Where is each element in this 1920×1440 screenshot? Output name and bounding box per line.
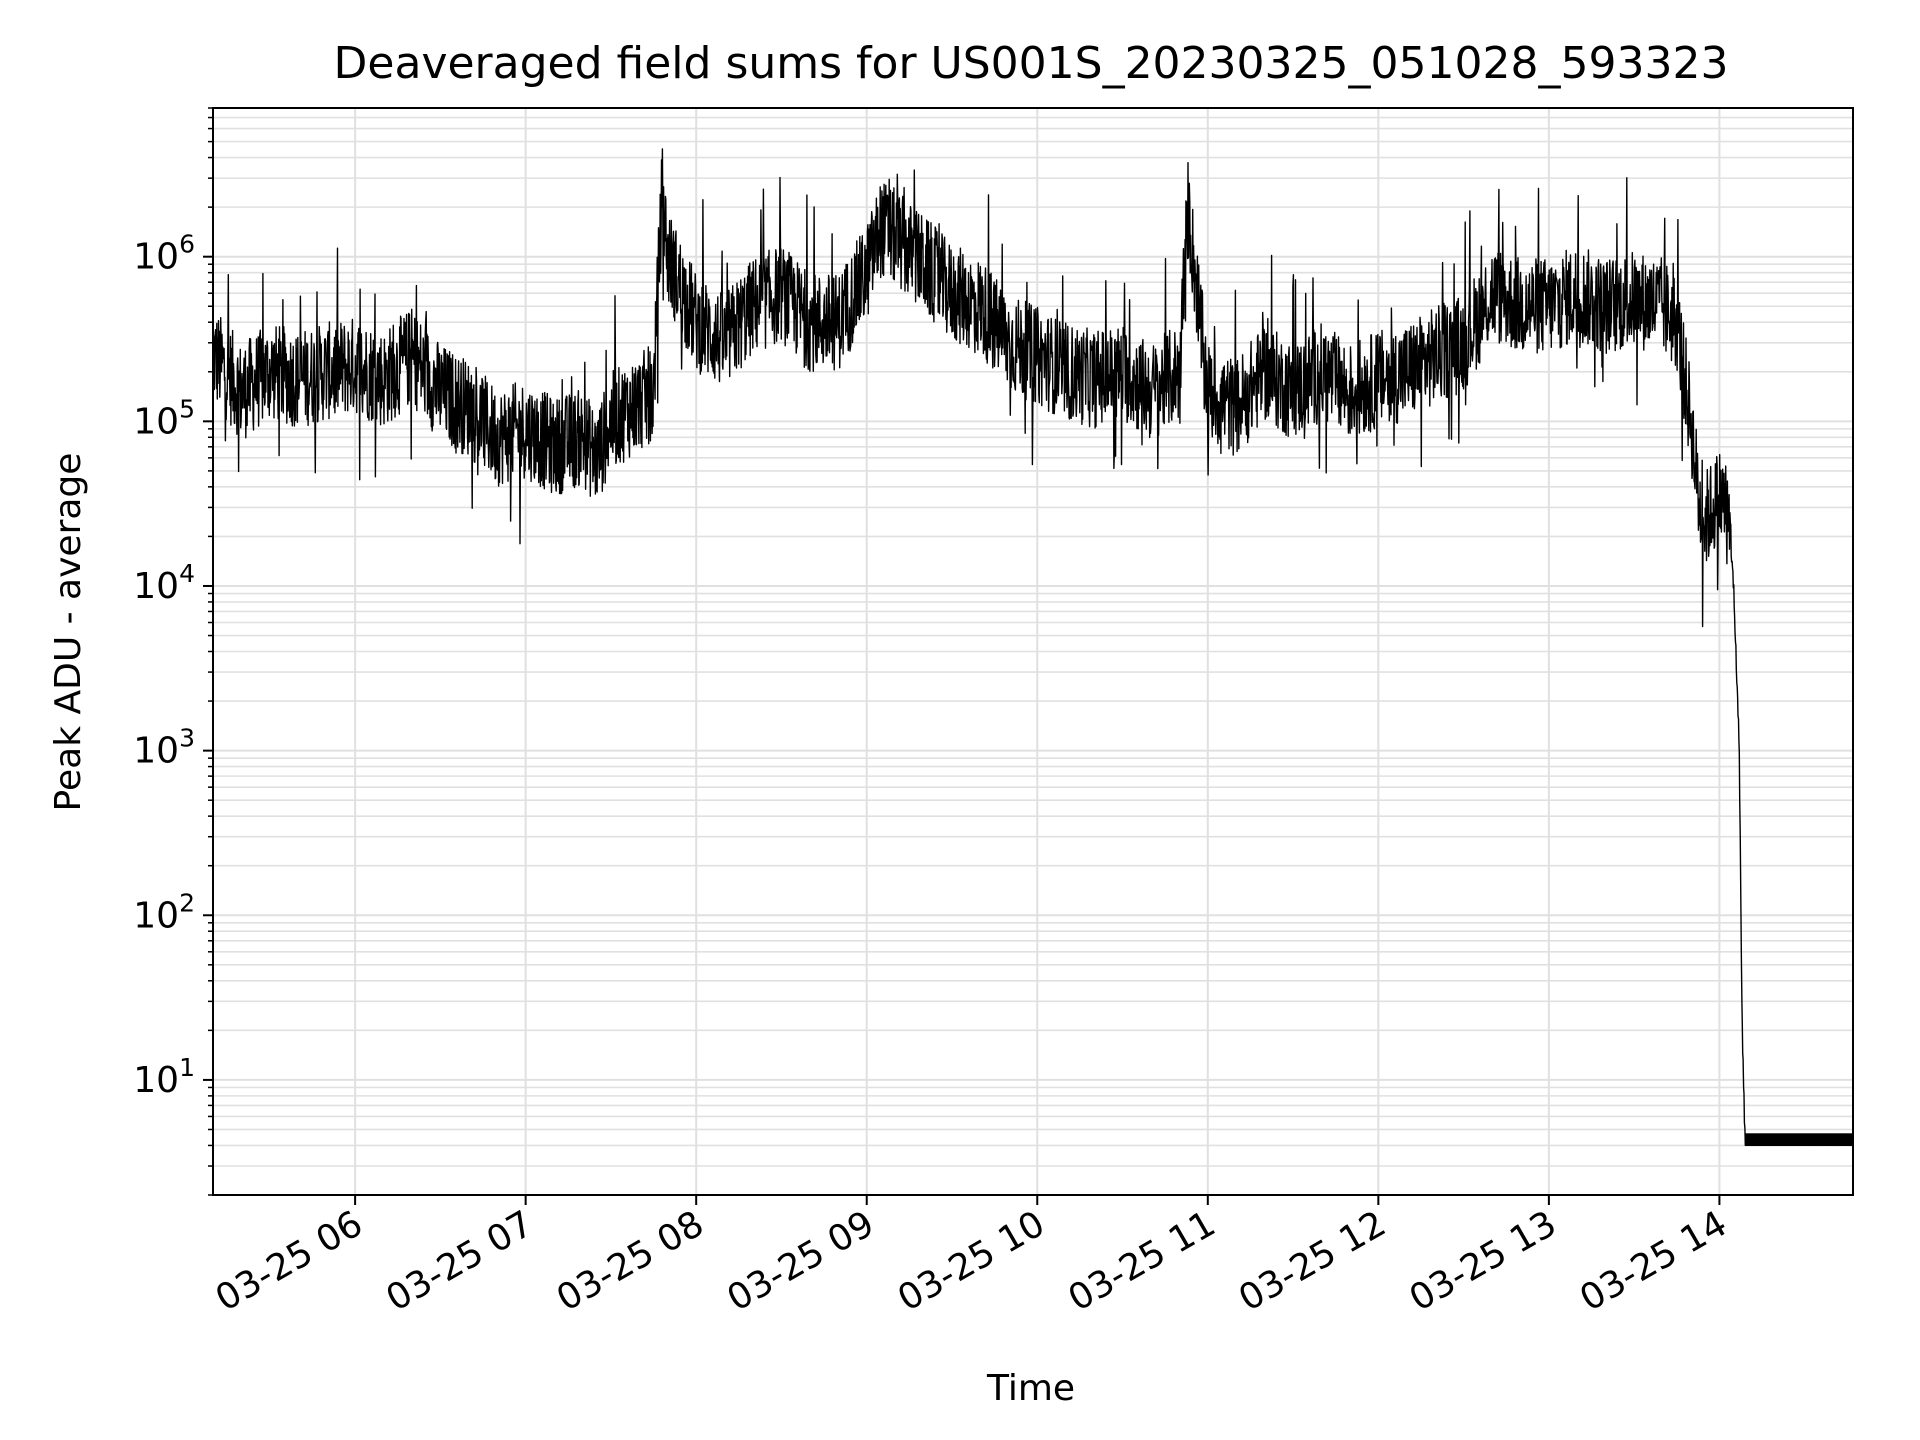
y-tick-label: 101 [133,1053,195,1101]
chart-title: Deaveraged field sums for US001S_2023032… [334,38,1729,89]
plot-frame [212,107,1854,1196]
y-tick-label-exponent: 2 [179,888,195,917]
y-tick-label-base: 10 [133,237,179,278]
y-axis-label: Peak ADU - average [48,453,89,812]
y-tick-label-exponent: 6 [179,230,195,259]
y-tick-label-base: 10 [133,401,179,442]
y-tick-label-exponent: 3 [179,724,195,753]
x-axis-label: Time [986,1368,1075,1409]
y-tick-label-base: 10 [133,566,179,607]
y-tick-label: 105 [133,394,195,442]
y-tick-label: 102 [133,888,195,936]
y-tick-label: 104 [133,559,195,607]
y-tick-label-exponent: 4 [179,559,195,588]
series-line [212,148,1854,1147]
y-tick-label-base: 10 [133,895,179,936]
y-tick-label-exponent: 5 [179,394,195,423]
y-tick-label: 106 [133,230,195,278]
y-tick-label-exponent: 1 [179,1053,195,1082]
y-tick-label-base: 10 [133,1060,179,1101]
y-tick-label: 103 [133,724,195,772]
y-tick-label-base: 10 [133,731,179,772]
